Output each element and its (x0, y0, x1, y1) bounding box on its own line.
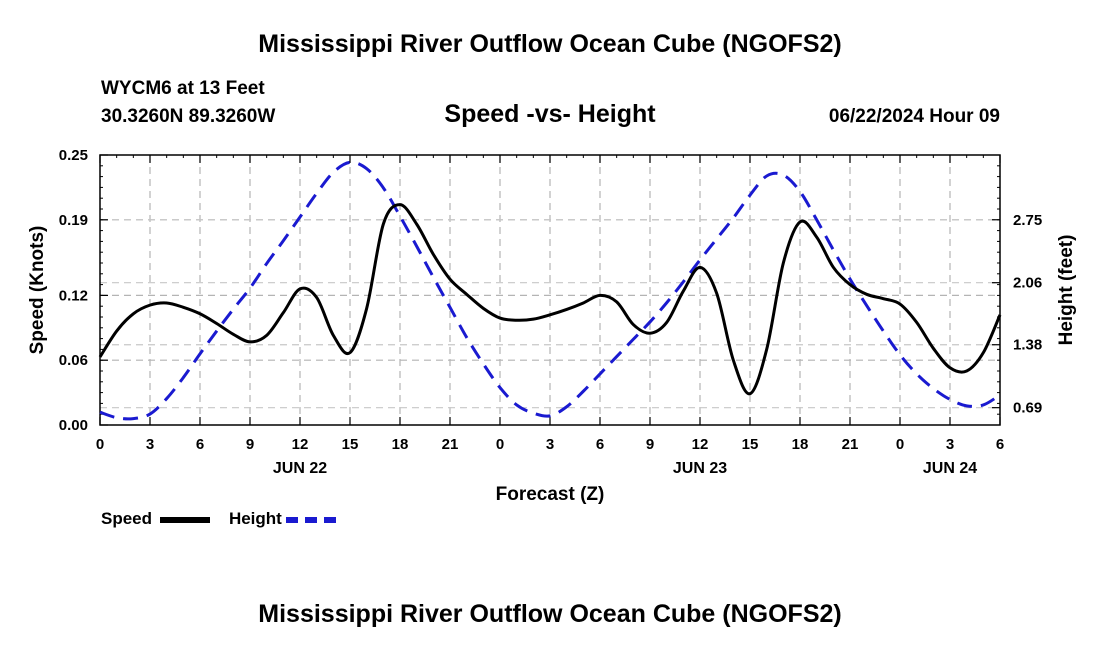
y2-tick-label: 2.06 (1013, 275, 1042, 292)
chart-grid (100, 155, 1000, 425)
date-label: JUN 22 (273, 460, 327, 477)
y2-tick-label: 0.69 (1013, 400, 1042, 417)
y-tick-label: 0.06 (59, 352, 88, 369)
x-tick-label: 3 (546, 436, 554, 453)
x-tick-label: 3 (946, 436, 954, 453)
x-tick-label: 0 (496, 436, 504, 453)
date-labels: JUN 22 JUN 23 JUN 24 (273, 460, 977, 477)
date-label: JUN 23 (673, 460, 727, 477)
y-tick-label: 0.00 (59, 417, 88, 434)
legend-speed-label: Speed (101, 509, 153, 528)
station-coordinates: 30.3260N 89.3260W (101, 106, 276, 127)
series-height-line (99, 160, 1001, 421)
y-axis-label: Speed (Knots) (27, 226, 48, 355)
x-tick-label: 9 (246, 436, 254, 453)
x-tick-label: 21 (842, 436, 859, 453)
y2-axis-ticks: 0.69 1.38 2.06 2.75 (992, 154, 1042, 426)
y-tick-label: 0.25 (59, 147, 88, 164)
y-tick-label: 0.19 (59, 212, 88, 229)
x-tick-label: 9 (646, 436, 654, 453)
chart-title: Speed -vs- Height (444, 100, 656, 128)
x-axis-label: Forecast (Z) (496, 484, 605, 505)
y2-axis-label: Height (feet) (1056, 235, 1077, 346)
x-axis-ticks: 0 3 6 9 12 15 18 21 0 3 6 9 12 15 18 21 0 3 6 (96, 155, 1004, 453)
x-tick-label: 15 (342, 436, 359, 453)
x-tick-label: 15 (742, 436, 759, 453)
forecast-run-time: 06/22/2024 Hour 09 (828, 106, 1000, 127)
legend: Speed Height (101, 509, 337, 529)
legend-height-swatch (286, 516, 337, 523)
station-label: WYCM6 at 13 Feet (101, 78, 265, 99)
x-tick-label: 6 (996, 436, 1004, 453)
x-tick-label: 18 (792, 436, 809, 453)
y-tick-label: 0.12 (59, 287, 88, 304)
x-tick-label: 0 (96, 436, 104, 453)
x-tick-label: 0 (896, 436, 904, 453)
footer-title: Mississippi River Outflow Ocean Cube (NG… (258, 600, 842, 628)
x-tick-label: 12 (292, 436, 309, 453)
legend-height-label: Height (228, 509, 282, 528)
x-tick-label: 3 (146, 436, 154, 453)
x-tick-label: 18 (392, 436, 409, 453)
y-axis-ticks: 0.00 0.06 0.12 0.19 0.25 (59, 147, 108, 434)
x-tick-label: 6 (196, 436, 204, 453)
x-tick-label: 12 (692, 436, 709, 453)
x-tick-label: 6 (596, 436, 604, 453)
series-speed-line (98, 203, 1002, 396)
y2-tick-label: 1.38 (1013, 337, 1042, 354)
y2-tick-label: 2.75 (1013, 212, 1042, 229)
legend-speed-swatch (160, 516, 211, 523)
page-title: Mississippi River Outflow Ocean Cube (NG… (258, 30, 842, 58)
date-label: JUN 24 (923, 460, 977, 477)
x-tick-label: 21 (442, 436, 459, 453)
